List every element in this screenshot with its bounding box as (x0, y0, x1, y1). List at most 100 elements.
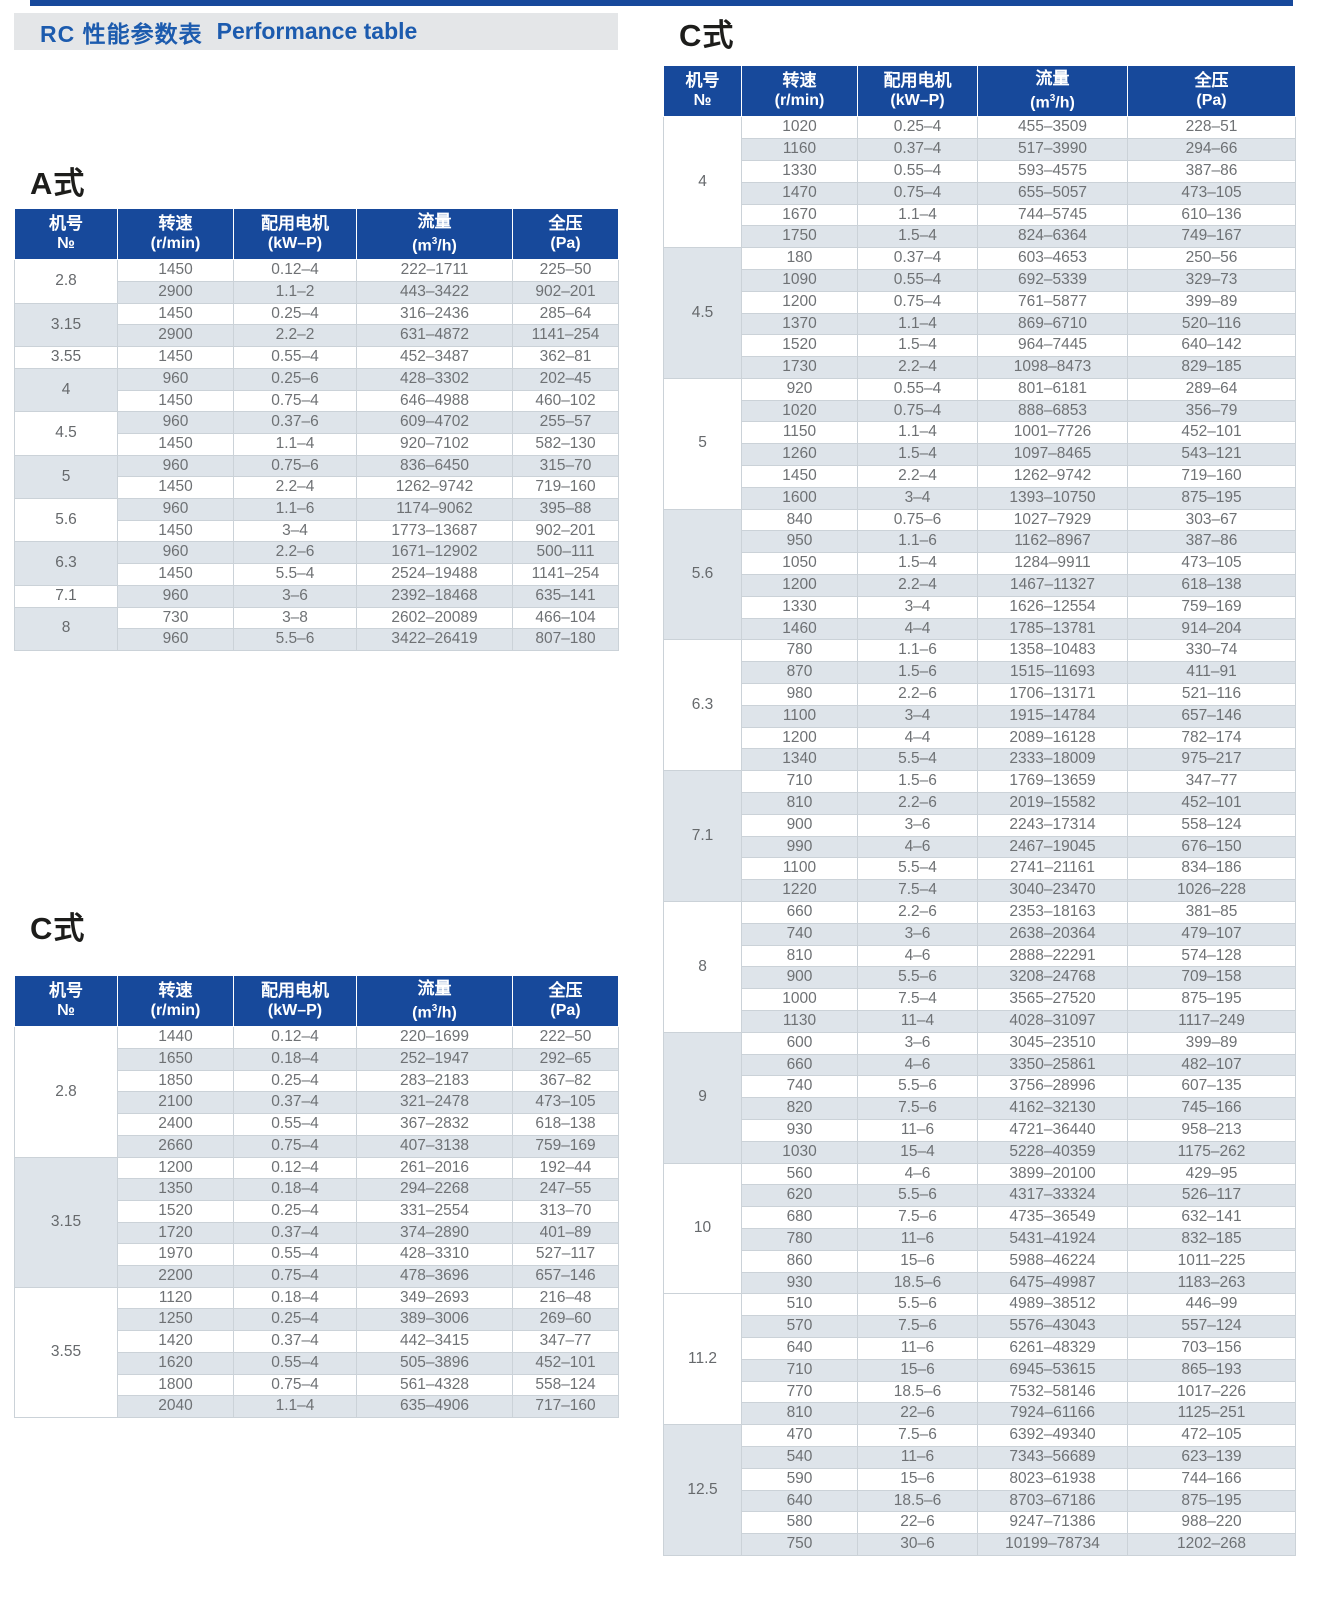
cell-flow: 428–3302 (356, 367, 513, 391)
cell-speed: 1420 (117, 1330, 234, 1353)
cell-motor: 0.18–4 (233, 1286, 357, 1310)
cell-pressure: 446–99 (1127, 1293, 1296, 1317)
cell-speed: 980 (741, 683, 858, 706)
cell-flow: 478–3696 (356, 1265, 513, 1288)
table-row: 820 7.5–6 4162–32130 745–166 (664, 1097, 1296, 1120)
cell-motor: 1.5–6 (857, 661, 978, 685)
cell-motor: 1.1–4 (233, 432, 357, 456)
cell-flow: 7532–58146 (977, 1380, 1128, 1404)
section-heading-c-left: C式 (30, 911, 86, 946)
section-heading-c-right: C式 (679, 18, 735, 53)
cell-flow: 1358–10483 (977, 639, 1128, 663)
cell-speed: 930 (741, 1118, 858, 1142)
cell-pressure: 255–57 (512, 411, 619, 434)
cell-motor: 2.2–6 (857, 683, 978, 706)
cell-speed: 590 (741, 1467, 858, 1491)
cell-speed: 1130 (741, 1010, 858, 1033)
cell-motor: 0.25–4 (233, 302, 357, 326)
cell-flow: 428–3310 (356, 1243, 513, 1267)
table-row: 1150 1.1–4 1001–7726 452–101 (664, 421, 1296, 445)
unit-pre: (m (412, 237, 432, 255)
cell-flow: 561–4328 (356, 1373, 513, 1397)
cell-pressure: 222–50 (512, 1026, 619, 1050)
cell-speed: 960 (117, 498, 234, 521)
cell-speed: 960 (117, 541, 234, 565)
cell-pressure: 582–130 (512, 432, 619, 456)
cell-flow: 2353–18163 (977, 901, 1128, 924)
cell-pressure: 452–101 (512, 1351, 619, 1375)
cell-flow: 1626–12554 (977, 595, 1128, 619)
cell-pressure: 782–174 (1127, 726, 1296, 750)
cell-pressure: 367–82 (512, 1069, 619, 1093)
cell-speed: 840 (741, 508, 858, 532)
cell-pressure: 399–89 (1127, 290, 1296, 314)
cell-flow: 2638–20364 (977, 922, 1128, 946)
cell-pressure: 292–65 (512, 1048, 619, 1071)
cell-flow: 824–6364 (977, 225, 1128, 249)
column-header-unit: (r/min) (774, 92, 825, 110)
cell-speed: 570 (741, 1315, 858, 1338)
cell-speed: 1450 (741, 465, 858, 488)
cell-flow: 316–2436 (356, 302, 513, 326)
column-header-no: 机号 № (14, 207, 118, 261)
cell-motor: 0.75–4 (857, 181, 978, 205)
column-header-title: 转速 (158, 981, 193, 1001)
cell-pressure: 399–89 (1127, 1031, 1296, 1055)
cell-speed: 660 (741, 901, 858, 924)
table-row: 1130 11–4 4028–31097 1117–249 (664, 1010, 1296, 1033)
cell-pressure: 1141–254 (512, 563, 619, 586)
cell-pressure: 703–156 (1127, 1336, 1296, 1360)
column-header-title: 配用电机 (261, 214, 329, 234)
cell-pressure: 362–81 (512, 346, 619, 369)
cell-flow: 1706–13171 (977, 683, 1128, 706)
cell-pressure: 875–195 (1127, 988, 1296, 1011)
cell-flow: 3422–26419 (356, 628, 513, 651)
column-header-speed: 转速 (r/min) (117, 974, 234, 1028)
cell-speed: 1260 (741, 443, 858, 467)
cell-motor: 7.5–6 (857, 1424, 978, 1447)
cell-motor: 1.5–4 (857, 225, 978, 249)
cell-flow: 4162–32130 (977, 1097, 1128, 1120)
cell-motor: 15–4 (857, 1140, 978, 1164)
table-row: 9 600 3–6 3045–23510 399–89 (663, 1031, 1296, 1164)
cell-speed: 770 (741, 1380, 858, 1404)
column-header-title: 流量 (417, 979, 452, 998)
cell-pressure: 1017–226 (1127, 1380, 1296, 1404)
cell-motor: 11–6 (857, 1445, 978, 1469)
cell-motor: 3–6 (857, 1031, 978, 1055)
cell-speed: 1730 (741, 356, 858, 379)
cell-motor: 0.37–6 (233, 411, 357, 434)
table-row: 12.5 470 7.5–6 6392–49340 472–105 (663, 1424, 1296, 1556)
column-header-flow: 流量 (m3/h) (356, 974, 513, 1028)
cell-flow: 3756–28996 (977, 1075, 1128, 1099)
table-row: 1450 5.5–4 2524–19488 1141–254 (15, 563, 619, 586)
cell-speed: 1120 (117, 1286, 234, 1310)
cell-speed: 1150 (741, 421, 858, 445)
cell-motor: 30–6 (857, 1533, 978, 1556)
column-header-title: 机号 (49, 214, 83, 234)
header-row: 机号 № 转速 (r/min) 配用电机 (kW–P) 流量 (m3/h) 全压 (Pa) (14, 207, 619, 261)
column-header-unit: (r/min) (150, 1002, 201, 1020)
cell-motor: 0.12–4 (233, 1026, 357, 1050)
cell-motor: 3–6 (857, 922, 978, 946)
cell-pressure: 526–117 (1127, 1184, 1296, 1208)
table-row: 660 4–6 3350–25861 482–107 (664, 1053, 1296, 1077)
cell-speed: 680 (741, 1206, 858, 1229)
table-row: 640 11–6 6261–48329 703–156 (664, 1336, 1296, 1360)
machine-no-cell: 7.1 (663, 770, 742, 903)
cell-motor: 3–4 (233, 519, 357, 543)
cell-pressure: 709–158 (1127, 966, 1296, 990)
cell-motor: 2.2–4 (857, 465, 978, 488)
cell-speed: 810 (741, 792, 858, 815)
cell-flow: 517–3990 (977, 138, 1128, 161)
cell-motor: 0.37–4 (857, 138, 978, 161)
column-header-unit: № (57, 235, 75, 253)
table-row: 900 3–6 2243–17314 558–124 (664, 813, 1296, 837)
cell-speed: 2660 (117, 1134, 234, 1158)
cell-pressure: 759–169 (1127, 595, 1296, 619)
cell-speed: 710 (741, 770, 858, 794)
table-row: 4 960 0.25–6 428–3302 202–45 (14, 367, 619, 413)
cell-flow: 5988–46224 (977, 1249, 1128, 1273)
machine-no-cell: 4.5 (14, 411, 118, 456)
cell-speed: 1440 (117, 1026, 234, 1050)
